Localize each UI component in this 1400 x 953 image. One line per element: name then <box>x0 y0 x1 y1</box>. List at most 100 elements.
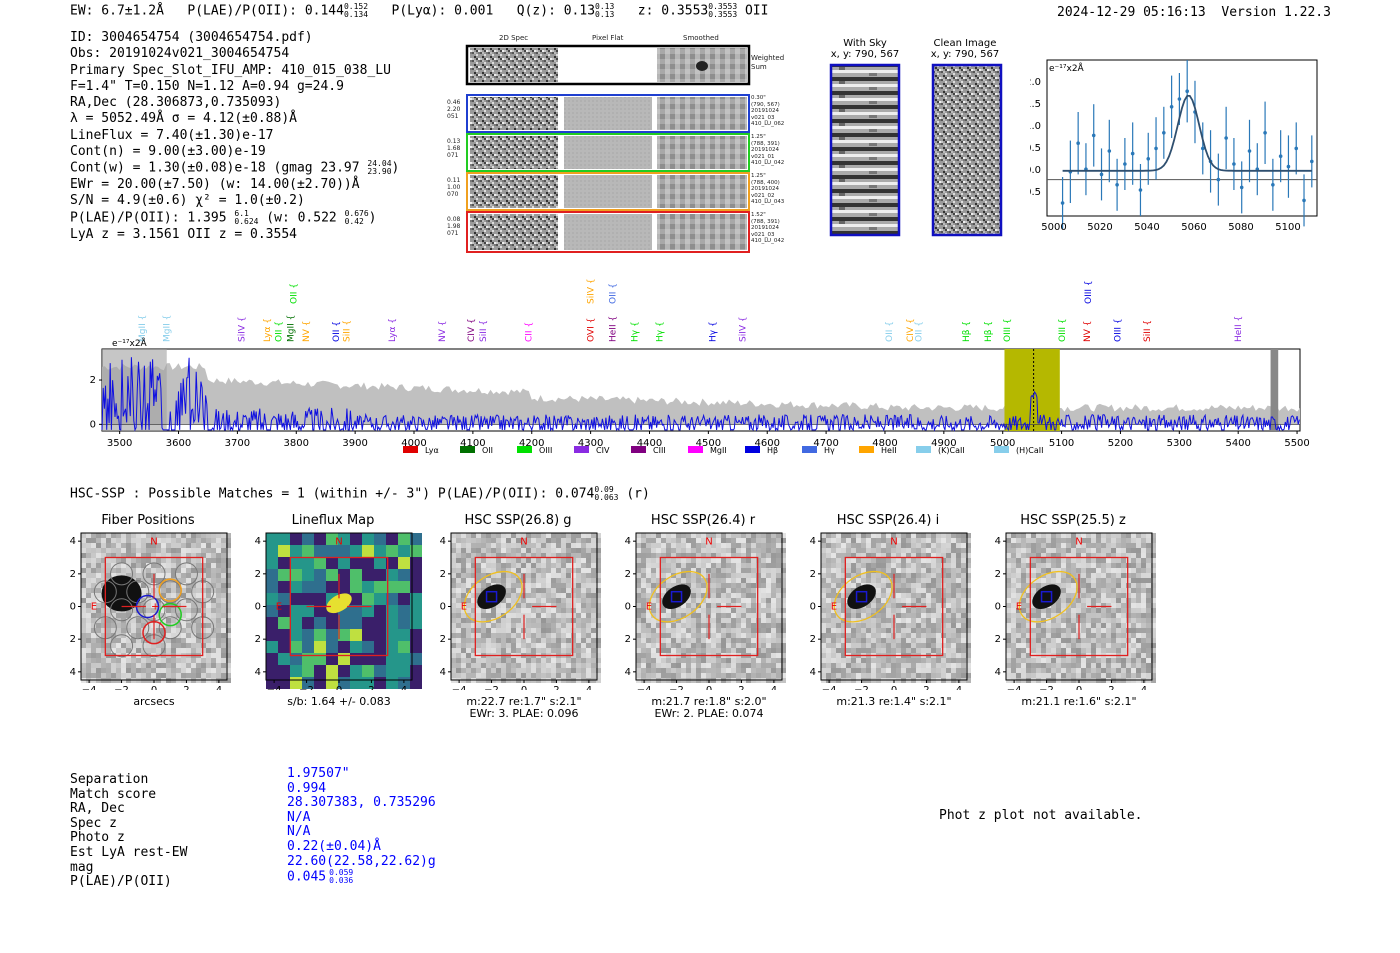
panel-pixel <box>831 663 836 668</box>
panel-pixel <box>946 573 951 578</box>
panel-pixel <box>1066 628 1071 633</box>
panel-pixel <box>596 553 601 558</box>
panel-pixel <box>546 623 551 628</box>
panel-pixel <box>516 573 521 578</box>
panel-pixel <box>551 583 556 588</box>
panel-pixel <box>266 653 278 665</box>
panel-pixel <box>1036 658 1041 663</box>
panel-pixel <box>1096 613 1101 618</box>
panel-pixel <box>466 608 471 613</box>
panel-pixel <box>1026 568 1031 573</box>
panel-pixel <box>96 638 101 643</box>
panel-pixel <box>302 641 314 653</box>
panel-pixel <box>1046 643 1051 648</box>
panel-pixel <box>1111 548 1116 553</box>
panel-pixel <box>581 598 586 603</box>
panel-pixel <box>726 628 731 633</box>
panel-pixel <box>171 628 176 633</box>
panel-pixel <box>410 569 422 581</box>
panel-pixel <box>496 643 501 648</box>
panel-pixel <box>1086 588 1091 593</box>
panel-pixel <box>1091 603 1096 608</box>
panel-pixel <box>216 653 221 658</box>
panel-pixel <box>338 641 350 653</box>
panel-pixel <box>916 673 921 678</box>
panel-pixel <box>121 643 126 648</box>
panel-pixel <box>831 643 836 648</box>
panel-pixel <box>746 588 751 593</box>
panel-pixel <box>541 553 546 558</box>
panel-pixel <box>756 653 761 658</box>
panel-pixel <box>156 573 161 578</box>
panel-pixel <box>302 605 314 617</box>
panel-pixel <box>216 628 221 633</box>
panel-pixel <box>586 558 591 563</box>
panel-pixel <box>1026 538 1031 543</box>
panel-pixel <box>781 553 786 558</box>
panel-pixel <box>586 583 591 588</box>
panel-pixel <box>1151 643 1156 648</box>
panel-pixel <box>546 628 551 633</box>
panel-pixel <box>201 598 206 603</box>
panel-pixel <box>746 553 751 558</box>
panel-pixel <box>211 548 216 553</box>
panel-pixel <box>946 633 951 638</box>
panel-pixel <box>1061 553 1066 558</box>
panel-pixel <box>921 643 926 648</box>
panel-pixel <box>136 643 141 648</box>
panel-pixel <box>1111 578 1116 583</box>
north-label: N <box>335 536 342 547</box>
panel-pixel <box>916 568 921 573</box>
panel-pixel <box>156 583 161 588</box>
panel-pixel <box>691 663 696 668</box>
panel-pixel <box>646 593 651 598</box>
panel-pixel <box>906 558 911 563</box>
panel-pixel <box>696 568 701 573</box>
panel-pixel <box>726 533 731 538</box>
zoom-data-point <box>1232 162 1236 166</box>
panel-pixel <box>651 573 656 578</box>
panel-pixel <box>911 563 916 568</box>
panel-pixel <box>1146 593 1151 598</box>
panel-pixel <box>496 563 501 568</box>
panel-pixel <box>314 581 326 593</box>
panel-pixel <box>86 563 91 568</box>
panel-pixel <box>896 588 901 593</box>
panel-pixel <box>451 573 456 578</box>
panel-pixel <box>211 653 216 658</box>
panel-pixel <box>136 548 141 553</box>
panel-pixel <box>1081 558 1086 563</box>
panel-pixel <box>290 533 302 545</box>
panel-pixel <box>1131 643 1136 648</box>
panel-pixel <box>846 563 851 568</box>
panel-pixel <box>1111 628 1116 633</box>
panel-pixel <box>901 533 906 538</box>
panel-pixel <box>906 603 911 608</box>
panel-pixel <box>966 668 971 673</box>
panel-pixel <box>961 583 966 588</box>
panel-pixel <box>1016 638 1021 643</box>
panel-pixel <box>151 638 156 643</box>
panel-pixel <box>681 658 686 663</box>
panel-pixel <box>1111 558 1116 563</box>
panel-pixel <box>671 638 676 643</box>
panel-pixel <box>206 623 211 628</box>
panel-pixel <box>1151 658 1156 663</box>
panel-pixel <box>146 548 151 553</box>
panel-pixel <box>96 658 101 663</box>
panel-pixel <box>931 608 936 613</box>
panel-pixel <box>1101 658 1106 663</box>
panel-pixel <box>546 633 551 638</box>
panel-pixel <box>1021 598 1026 603</box>
panel-pixel <box>181 603 186 608</box>
panel-pixel <box>166 603 171 608</box>
panel-pixel <box>531 663 536 668</box>
panel-pixel <box>771 588 776 593</box>
panel-pixel <box>1111 633 1116 638</box>
panel-pixel <box>516 593 521 598</box>
panel-pixel <box>486 643 491 648</box>
panel-pixel <box>1146 633 1151 638</box>
panel-pixel <box>541 583 546 588</box>
panel-pixel <box>866 628 871 633</box>
panel-pixel <box>1051 658 1056 663</box>
